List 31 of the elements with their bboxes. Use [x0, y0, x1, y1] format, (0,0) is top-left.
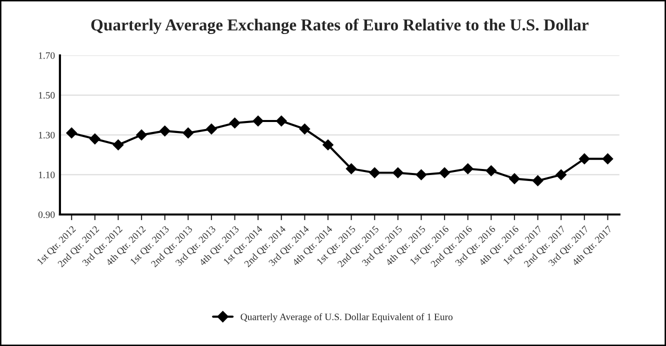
point [322, 139, 334, 150]
point [556, 169, 567, 180]
chart-title: Quarterly Average Exchange Rates of Euro Relative to the U.S. Dollar [91, 18, 588, 34]
y-tick-label: 1.70 [38, 52, 55, 59]
legend-label: Quarterly Average of U.S. Dollar Equivalent of 1 Euro [240, 313, 453, 322]
point [532, 175, 544, 186]
point [369, 167, 380, 178]
point [439, 167, 450, 178]
point [346, 163, 357, 174]
point [462, 163, 474, 174]
point [89, 133, 100, 144]
y-tick-label: 1.10 [38, 172, 55, 178]
point [252, 116, 264, 126]
point [66, 128, 78, 138]
y-tick-label: 1.50 [38, 92, 55, 99]
point [416, 169, 427, 180]
y-tick-label: 0.90 [38, 211, 55, 218]
point [578, 153, 590, 164]
point [509, 173, 520, 184]
point [299, 124, 310, 134]
point [602, 153, 614, 164]
point [159, 126, 170, 136]
point [276, 116, 287, 126]
point [392, 167, 404, 178]
point [486, 165, 497, 176]
point [182, 128, 194, 138]
point [136, 130, 147, 140]
point [229, 118, 240, 128]
point [206, 124, 217, 134]
point [112, 139, 124, 150]
y-tick-label: 1.30 [38, 132, 55, 138]
